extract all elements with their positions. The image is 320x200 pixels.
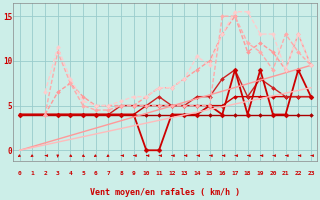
X-axis label: Vent moyen/en rafales ( km/h ): Vent moyen/en rafales ( km/h ) bbox=[90, 188, 240, 197]
